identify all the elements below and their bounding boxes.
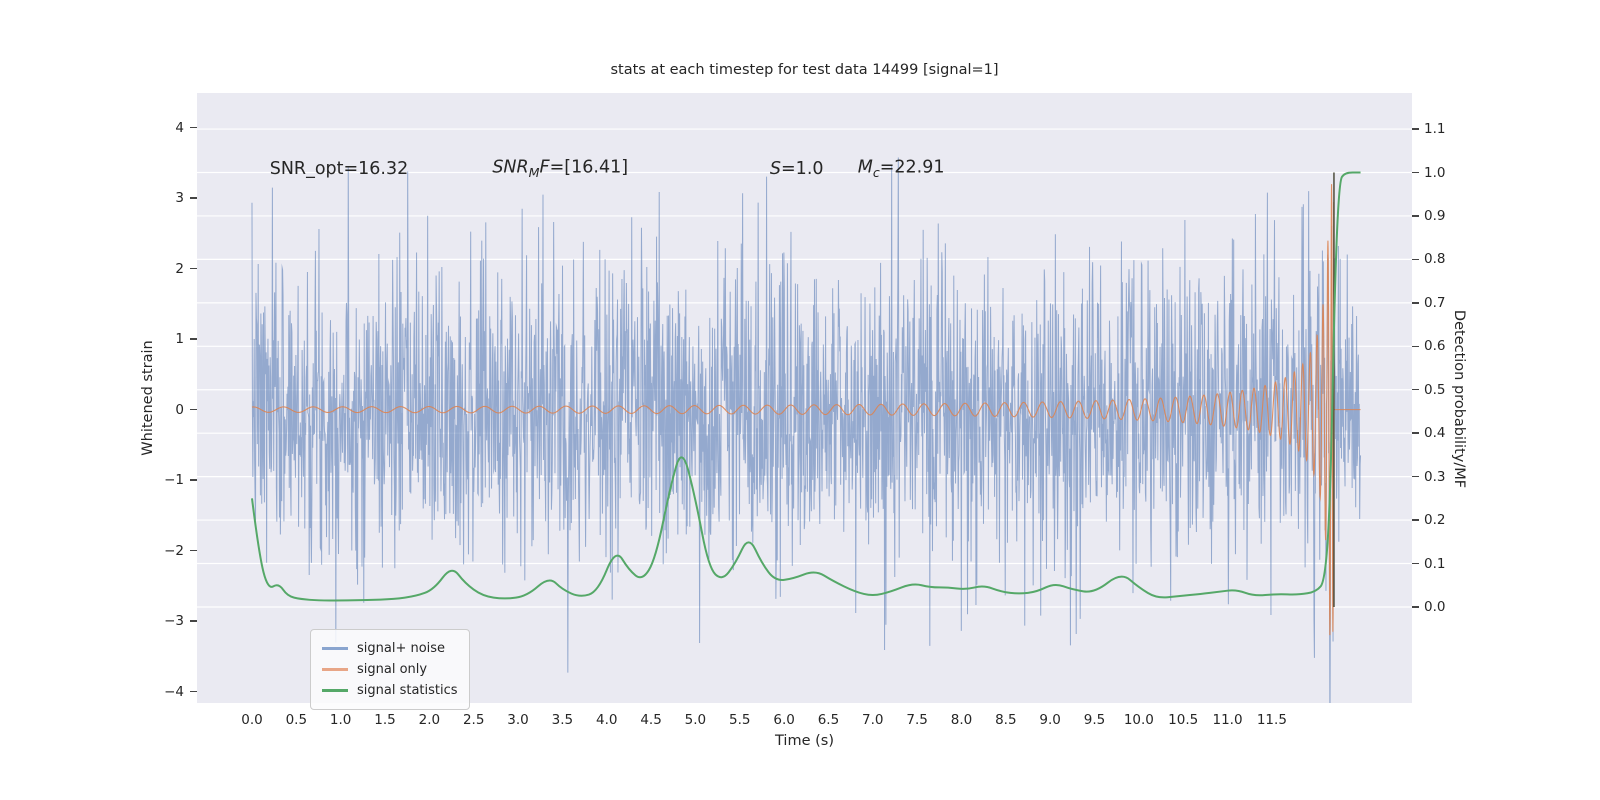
x-axis-label: Time (s) [775, 733, 834, 749]
x-tick-label: 8.5 [995, 712, 1017, 728]
x-tick-label: 2.0 [418, 712, 441, 728]
x-tick-label: 4.5 [640, 712, 662, 728]
y-left-tick-mark [190, 691, 197, 693]
y-left-tick-label: −2 [164, 542, 184, 559]
y-right-tick-label: 1.1 [1424, 121, 1446, 138]
x-tick-label: 0.5 [285, 712, 308, 728]
y-right-tick-label: 0.2 [1424, 512, 1446, 529]
y-axis-label-right: Detection probability/MF [1451, 309, 1467, 489]
legend-label: signal statistics [357, 683, 458, 698]
x-tick-label: 10.0 [1123, 712, 1154, 728]
legend-item: signal statistics [322, 680, 458, 701]
y-right-tick-label: 0.6 [1424, 338, 1446, 355]
y-right-tick-mark [1412, 128, 1419, 130]
legend-line-swatch [322, 668, 348, 671]
x-tick-label: 11.5 [1256, 712, 1287, 728]
y-left-tick-mark [190, 408, 197, 411]
y-left-tick-mark [190, 549, 197, 552]
x-tick-label: 7.0 [862, 712, 884, 728]
plot-area: SNR_opt=16.32 SNRMF=[16.41] S=1.0 Mc=22.91 … [164, 93, 1445, 728]
y-right-tick-mark [1412, 519, 1419, 521]
y-right-tick-mark [1412, 606, 1419, 608]
annotation-text: SNRMF=[16.41] [492, 157, 629, 180]
legend-label: signal+ noise [357, 641, 446, 656]
x-tick-label: 7.5 [906, 712, 928, 728]
x-tick-label: 9.0 [1039, 712, 1061, 728]
x-tick-label: 2.5 [462, 712, 485, 728]
y-left-tick-label: 2 [175, 260, 184, 277]
x-tick-label: 9.5 [1083, 712, 1106, 728]
y-axis-label-left: Whitened strain [140, 340, 156, 456]
legend-item: signal only [322, 659, 458, 680]
y-right-tick-label: 0.8 [1424, 251, 1446, 268]
y-left-tick-label: 0 [175, 401, 184, 418]
x-tick-label: 1.0 [329, 712, 352, 728]
y-right-tick-mark [1412, 389, 1419, 391]
y-right-tick-mark [1412, 171, 1419, 174]
y-right-tick-label: 1.0 [1424, 164, 1446, 181]
annotation-text: Mc=22.91 [857, 157, 945, 180]
y-left-tick-mark [190, 479, 197, 481]
y-right-tick-label: 0.1 [1424, 555, 1446, 572]
y-left-tick-label: 4 [175, 119, 184, 136]
legend-line-swatch [322, 689, 348, 692]
x-tick-label: 10.5 [1168, 712, 1199, 728]
x-tick-label: 6.5 [817, 712, 840, 728]
x-tick-label: 3.5 [551, 712, 574, 728]
y-left-tick-label: −4 [164, 683, 184, 700]
x-tick-label: 6.0 [773, 712, 795, 728]
chart-canvas [197, 93, 1412, 703]
y-right-tick-label: 0.9 [1424, 207, 1446, 224]
legend: signal+ noise signal only signal statistic… [310, 629, 470, 710]
x-tick-label: 3.0 [507, 712, 529, 728]
y-right-tick-label: 0.0 [1424, 598, 1446, 615]
y-right-tick-label: 0.5 [1424, 381, 1446, 398]
y-right-tick-mark [1412, 258, 1419, 261]
x-tick-label: 8.0 [950, 712, 973, 728]
y-left-tick-label: 3 [175, 190, 184, 207]
chart-title: stats at each timestep for test data 144… [610, 62, 999, 78]
y-right-tick-label: 0.4 [1424, 425, 1446, 442]
y-left-tick-mark [190, 197, 197, 199]
annotation-text: S=1.0 [769, 158, 824, 179]
legend-label: signal only [357, 662, 428, 677]
legend-item: signal+ noise [322, 638, 458, 659]
y-right-tick-label: 0.3 [1424, 468, 1446, 485]
y-right-tick-label: 0.7 [1424, 294, 1446, 311]
y-right-tick-mark [1412, 302, 1419, 304]
legend-line-swatch [322, 647, 348, 650]
y-left-tick-label: −1 [164, 472, 184, 489]
y-left-tick-label: −3 [164, 613, 184, 630]
x-tick-label: 11.0 [1212, 712, 1243, 728]
y-left-tick-mark [190, 620, 197, 622]
y-right-tick-mark [1412, 345, 1419, 347]
y-left-tick-label: 1 [175, 331, 184, 348]
x-tick-label: 5.0 [684, 712, 707, 728]
annotation-text: SNR_opt=16.32 [269, 158, 409, 179]
y-left-tick-mark [190, 338, 197, 340]
x-tick-label: 4.0 [595, 712, 618, 728]
y-left-tick-mark [190, 126, 197, 129]
x-tick-label: 1.5 [374, 712, 396, 728]
x-tick-label: 0.0 [241, 712, 263, 728]
y-right-tick-mark [1412, 562, 1419, 565]
y-right-tick-mark [1412, 215, 1419, 217]
y-right-tick-mark [1412, 475, 1419, 478]
x-tick-label: 5.5 [729, 712, 751, 728]
y-right-tick-mark [1412, 432, 1419, 434]
y-left-tick-mark [190, 267, 197, 270]
